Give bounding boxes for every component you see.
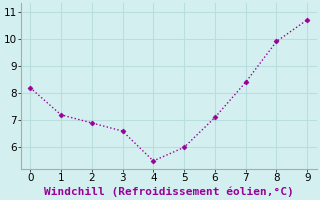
X-axis label: Windchill (Refroidissement éolien,°C): Windchill (Refroidissement éolien,°C) bbox=[44, 186, 293, 197]
